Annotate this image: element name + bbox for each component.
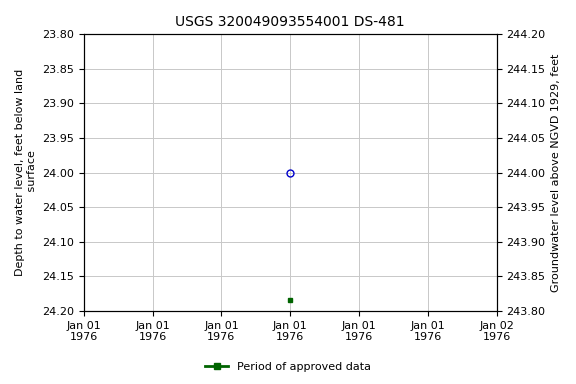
Legend: Period of approved data: Period of approved data [201,358,375,377]
Y-axis label: Depth to water level, feet below land
 surface: Depth to water level, feet below land su… [15,69,37,276]
Y-axis label: Groundwater level above NGVD 1929, feet: Groundwater level above NGVD 1929, feet [551,53,561,292]
Title: USGS 320049093554001 DS-481: USGS 320049093554001 DS-481 [176,15,405,29]
